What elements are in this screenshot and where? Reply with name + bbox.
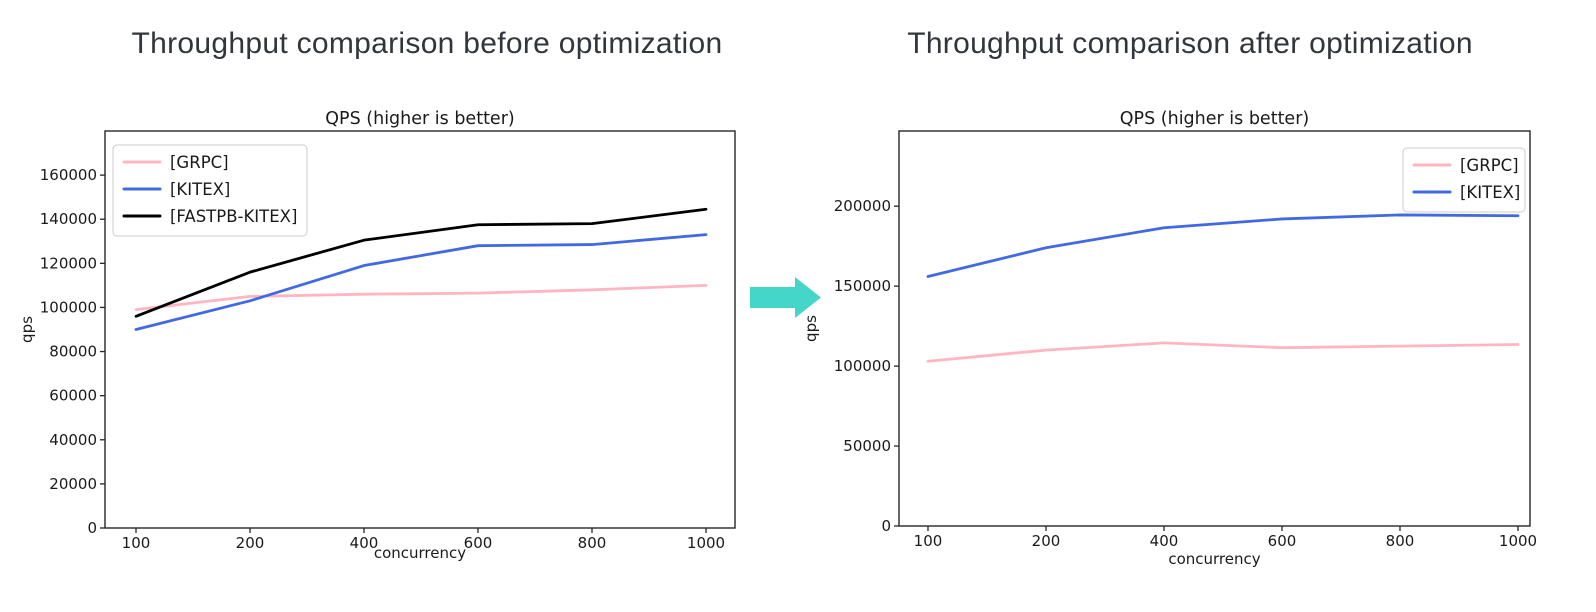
y-tick-label: 100000 <box>40 298 97 316</box>
chart-title: QPS (higher is better) <box>325 109 514 129</box>
series-line-kitex <box>134 233 708 331</box>
y-tick-label: 20000 <box>49 475 97 493</box>
series-line-kitex <box>926 213 1520 278</box>
legend-label: [KITEX] <box>170 180 230 199</box>
x-tick-label: 800 <box>1386 532 1415 550</box>
y-tick-label: 150000 <box>834 277 891 295</box>
y-tick-label: 140000 <box>40 210 97 228</box>
x-tick-label: 100 <box>122 534 151 552</box>
chart-title: QPS (higher is better) <box>1120 109 1309 129</box>
x-tick-label: 800 <box>578 534 607 552</box>
series-line-grpc <box>926 341 1520 363</box>
x-tick-label: 200 <box>236 534 265 552</box>
x-tick-label: 1000 <box>1499 532 1537 550</box>
transition-arrow-icon <box>750 277 822 319</box>
y-tick-label: 40000 <box>49 431 97 449</box>
legend-label: [KITEX] <box>1460 183 1520 202</box>
legend-label: [GRPC] <box>1460 156 1519 175</box>
y-tick-label: 100000 <box>834 357 891 375</box>
x-tick-label: 400 <box>350 534 379 552</box>
legend-label: [GRPC] <box>170 153 229 172</box>
series-line-grpc <box>134 283 708 312</box>
x-tick-label: 600 <box>464 534 493 552</box>
y-tick-label: 160000 <box>40 166 97 184</box>
y-tick-label: 200000 <box>834 197 891 215</box>
legend-label: [FASTPB-KITEX] <box>170 207 297 226</box>
plot-border <box>898 130 1531 527</box>
plot-border <box>104 130 736 529</box>
y-tick-label: 80000 <box>49 343 97 361</box>
series-line-fastpb-kitex <box>134 207 708 318</box>
y-tick-label: 120000 <box>40 254 97 272</box>
legend-box <box>1402 147 1526 213</box>
x-axis-label: concurrency <box>1168 550 1260 568</box>
y-tick-label: 0 <box>881 517 891 535</box>
y-tick-label: 0 <box>87 519 97 537</box>
x-axis-label: concurrency <box>374 544 466 562</box>
x-tick-label: 1000 <box>687 534 725 552</box>
y-axis-label: qps <box>18 316 36 343</box>
x-tick-label: 100 <box>914 532 943 550</box>
x-tick-label: 400 <box>1150 532 1179 550</box>
y-tick-label: 60000 <box>49 387 97 405</box>
chart-heading-before: Throughput comparison before optimizatio… <box>131 27 723 60</box>
x-tick-label: 600 <box>1268 532 1297 550</box>
chart-heading-after: Throughput comparison after optimization <box>907 27 1473 60</box>
legend-box <box>112 144 308 237</box>
x-tick-label: 200 <box>1032 532 1061 550</box>
y-tick-label: 50000 <box>843 437 891 455</box>
